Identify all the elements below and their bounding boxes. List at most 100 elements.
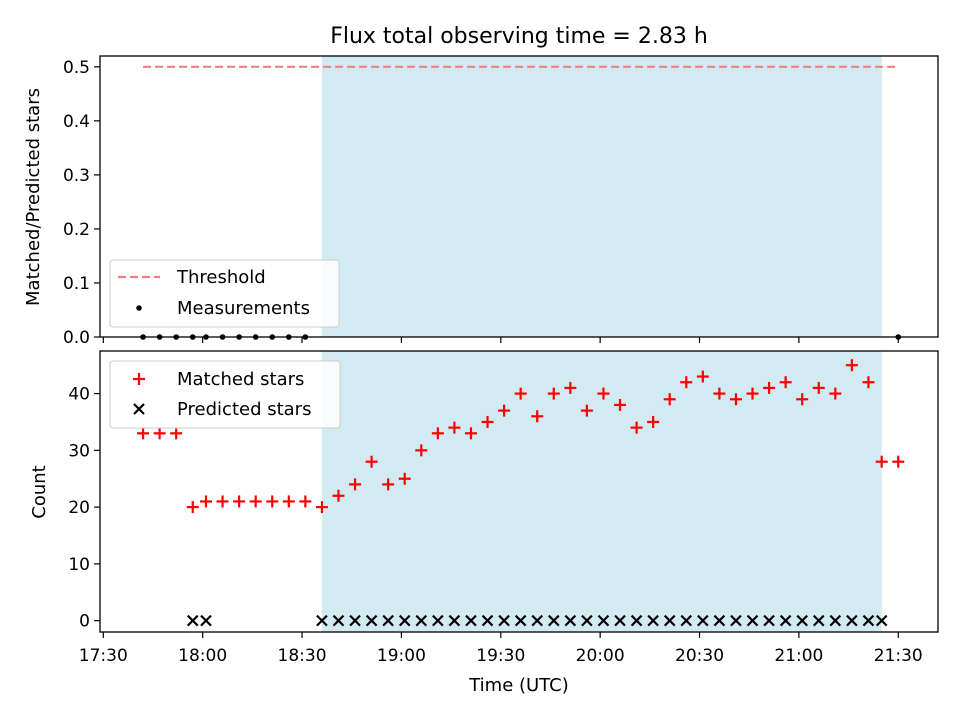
predicted-star-point-b [763,614,775,627]
matched-star-point [216,495,229,508]
matched-star-point [597,387,610,400]
predicted-legend-swatch [133,403,145,415]
predicted-star-point-b [415,614,428,627]
matched-star-point [464,427,477,440]
predicted-star-point-b [186,614,199,627]
matched-star-point [382,478,395,491]
matched-star-point [564,381,577,394]
predicted-star-point [465,614,477,627]
predicted-star-point-b [365,614,378,627]
predicted-star-point [332,614,345,627]
ratio-y-tick-label: 0.2 [63,220,90,240]
matched-star-point [249,495,262,508]
predicted-star-point [548,614,560,627]
matched-star-point [332,489,345,502]
matched-legend-swatch [133,373,145,385]
predicted-star-point [647,614,659,627]
x-tick-label: 21:00 [774,646,823,666]
predicted-star-point-b [465,614,477,627]
predicted-star-point-b [614,614,626,627]
predicted-star-point [564,614,577,627]
count-legend-box [109,360,341,429]
count-panel-frame [99,350,939,633]
count-observing-window [321,351,882,632]
matched-star-point [875,455,888,468]
matched-star-point [746,387,759,400]
matched-star-point [170,427,183,440]
threshold-legend-label: Threshold [176,267,266,288]
predicted-star-point-b [680,614,693,627]
x-tick-label: 18:00 [178,646,227,666]
ratio-observing-window [321,56,882,337]
predicted-star-point-b [630,614,643,627]
count-y-tick-label: 20 [68,498,90,518]
predicted-star-point [415,614,428,627]
predicted-star-point [597,614,610,627]
predicted-star-point [746,614,759,627]
predicted-star-point [630,614,643,627]
ratio-legend-box [109,259,340,328]
matched-star-point [514,387,527,400]
predicted-legend-label: Predicted stars [177,399,311,420]
predicted-star-point-b [481,614,494,627]
predicted-star-point [829,614,842,627]
ratio-y-tick-label: 0.5 [63,58,90,78]
predicted-star-point-b [564,614,577,627]
predicted-star-point-b [398,614,411,627]
predicted-star-point [713,614,726,627]
matched-star-point [763,381,776,394]
predicted-star-point [663,614,676,627]
ratio-y-tick-label: 0.1 [63,274,90,294]
predicted-star-point [614,614,626,627]
predicted-star-point-b [200,614,212,627]
predicted-star-point [448,614,461,627]
x-tick-label: 21:30 [874,646,923,666]
matched-star-point [713,387,726,400]
predicted-star-point [514,614,527,627]
predicted-star-point [481,614,494,627]
predicted-star-point-b [448,614,461,627]
x-tick-label: 18:30 [278,646,327,666]
predicted-star-point [349,614,361,627]
matched-star-point [186,501,199,514]
matched-star-point [365,455,378,468]
x-tick-label: 19:00 [377,646,426,666]
count-y-tick-label: 10 [68,555,90,575]
predicted-star-point [316,614,328,627]
predicted-star-point [186,614,199,627]
predicted-star-point [432,614,444,627]
matched-star-point [812,381,825,394]
predicted-star-point-b [846,614,858,627]
matched-star-point [531,410,544,423]
matched-star-point [614,398,627,411]
predicted-star-point [531,614,543,627]
matched-star-point [299,495,312,508]
ratio-y-tick-label: 0.0 [63,328,90,348]
matched-star-point [137,427,150,440]
matched-star-point [696,370,709,383]
matched-star-point [153,427,166,440]
predicted-star-point-b [316,614,328,627]
matched-legend-label: Matched stars [177,369,304,390]
ratio-legend: Threshold Measurements [109,259,340,328]
predicted-star-point [398,614,411,627]
predicted-star-point-b [647,614,659,627]
count-y-tick-label: 40 [68,385,90,405]
matched-star-point [779,376,792,389]
ratio-y-tick-label: 0.3 [63,166,90,186]
matched-star-point [892,455,905,468]
matched-star-point [729,393,742,406]
matched-star-point [315,501,328,514]
predicted-star-point-b [663,614,676,627]
matched-star-point [398,472,411,485]
predicted-star-point [779,614,792,627]
matched-star-point [829,387,842,400]
matched-star-point [199,495,212,508]
predicted-star-point-b [796,614,808,627]
matched-star-point [580,404,593,417]
predicted-star-point-b [875,614,888,627]
predicted-star-point-b [332,614,345,627]
predicted-star-point-b [829,614,842,627]
x-tick-label: 20:00 [576,646,625,666]
